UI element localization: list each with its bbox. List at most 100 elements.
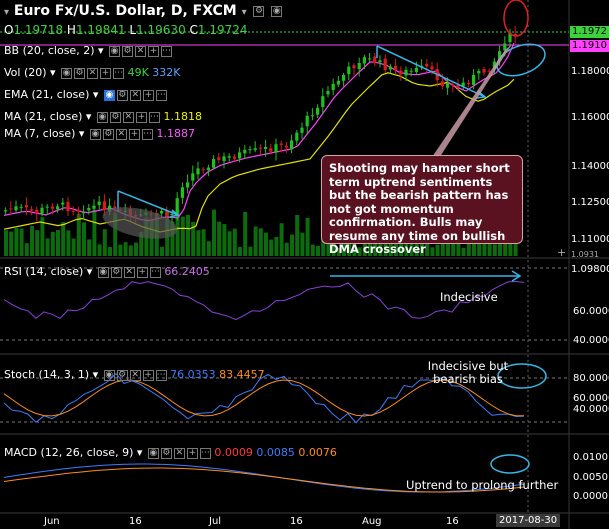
ohlc-high-value: 1.19841 <box>75 23 126 37</box>
eye-icon[interactable]: ◉ <box>147 447 159 459</box>
more-icon[interactable]: ⋯ <box>141 128 153 140</box>
candle-body <box>87 207 91 211</box>
add-icon[interactable]: + <box>136 266 148 278</box>
candle-body <box>388 66 392 70</box>
add-icon[interactable]: + <box>128 128 140 140</box>
candle-body <box>316 107 320 115</box>
more-icon[interactable]: ⋯ <box>149 266 161 278</box>
settings-icon[interactable]: ⚙ <box>116 369 128 381</box>
close-icon[interactable]: ✕ <box>135 45 147 57</box>
stoch-d-value: 83.4457 <box>219 368 265 381</box>
eye-icon[interactable]: ◉ <box>89 128 101 140</box>
analysis-callout: Shooting may hamper short term uptrend s… <box>321 155 523 256</box>
more-icon[interactable]: ⋯ <box>148 111 160 123</box>
chevron-down-icon[interactable]: ▾ <box>50 66 56 79</box>
add-icon[interactable]: + <box>557 246 567 259</box>
macd-legend[interactable]: MACD (12, 26, close, 9) ▾ ◉ ⚙ ✕ + ⋯ 0.0009 0… <box>4 446 337 459</box>
candle-body <box>425 63 429 67</box>
settings-icon[interactable]: ⚙ <box>110 266 122 278</box>
volume-bar <box>279 223 284 256</box>
more-icon[interactable]: ⋯ <box>199 447 211 459</box>
add-icon[interactable]: + <box>142 89 154 101</box>
macd-axis-label: 0.0100 <box>573 452 608 463</box>
eye-icon[interactable]: ◉ <box>103 369 115 381</box>
add-icon[interactable]: + <box>135 111 147 123</box>
close-icon[interactable]: ✕ <box>122 111 134 123</box>
eye-icon[interactable]: ◉ <box>97 266 109 278</box>
oscillator-lines <box>3 280 525 493</box>
stoch-axis-label: 40.0000 <box>573 404 609 415</box>
more-icon[interactable]: ⋯ <box>155 89 167 101</box>
more-icon[interactable]: ⋯ <box>155 369 167 381</box>
chevron-down-icon[interactable]: ▾ <box>86 265 93 278</box>
close-icon[interactable]: ✕ <box>87 67 99 79</box>
candle-body <box>440 81 444 87</box>
candle-body <box>14 206 18 211</box>
chevron-down-icon[interactable]: ▾ <box>85 110 92 123</box>
indicator-row-volume[interactable]: Vol (20) ▾ ◉ ⚙ ✕ + ⋯ 49K 332K <box>4 66 181 79</box>
more-icon[interactable]: ⋯ <box>161 45 173 57</box>
settings-icon[interactable]: ⚙ <box>253 5 265 17</box>
volume-bar <box>76 213 81 256</box>
indicator-row-bb[interactable]: BB (20, close, 2) ▾ ◉ ⚙ ✕ + ⋯ <box>4 44 173 57</box>
candle-body <box>191 173 195 181</box>
eye-icon[interactable]: ◉ <box>96 111 108 123</box>
add-icon[interactable]: + <box>100 67 112 79</box>
stoch-highlight-ellipse <box>497 363 547 389</box>
eye-icon[interactable]: ◉ <box>109 45 121 57</box>
candle-body <box>399 70 403 75</box>
volume-bar <box>71 238 76 256</box>
macd-signal-value: 0.0076 <box>298 446 337 459</box>
indicator-row-ema[interactable]: EMA (21, close) ▾ ◉ ⚙ ✕ + ⋯ <box>4 88 167 101</box>
candle-body <box>295 132 299 141</box>
volume-bar <box>243 211 248 256</box>
settings-icon[interactable]: ⚙ <box>109 111 121 123</box>
settings-icon[interactable]: ⚙ <box>102 128 114 140</box>
candle-body <box>253 148 257 151</box>
close-icon[interactable]: ✕ <box>173 447 185 459</box>
indicator-row-ma7[interactable]: MA (7, close) ▾ ◉ ⚙ ✕ + ⋯ 1.1887 <box>4 127 195 140</box>
candle-body <box>508 32 512 42</box>
close-icon[interactable]: ✕ <box>123 266 135 278</box>
settings-icon[interactable]: ⚙ <box>160 447 172 459</box>
rsi-legend[interactable]: RSI (14, close) ▾ ◉ ⚙ ✕ + ⋯ 66.2405 <box>4 265 210 278</box>
volume-bar <box>305 217 310 256</box>
eye-icon[interactable]: ◉ <box>271 5 283 17</box>
eye-icon[interactable]: ◉ <box>61 67 73 79</box>
close-icon[interactable]: ✕ <box>115 128 127 140</box>
chevron-down-icon[interactable]: ▾ <box>92 88 99 101</box>
indicator-label: EMA (21, close) <box>4 88 90 101</box>
add-icon[interactable]: + <box>148 45 160 57</box>
settings-icon[interactable]: ⚙ <box>122 45 134 57</box>
volume-bar <box>212 209 216 256</box>
chevron-down-icon[interactable]: ▾ <box>98 44 104 57</box>
shooting-star-highlight <box>503 0 529 37</box>
candle-body <box>232 156 236 159</box>
candle-body <box>108 205 112 212</box>
close-icon[interactable]: ✕ <box>129 89 141 101</box>
chevron-down-icon[interactable]: ▾ <box>136 446 143 459</box>
ma21-line <box>3 72 515 233</box>
settings-icon[interactable]: ⚙ <box>74 67 86 79</box>
symbol-title[interactable]: ▾ Euro Fx/U.S. Dollar, D, FXCM ▾ ⚙ ◉ <box>4 3 283 19</box>
chevron-down-icon[interactable]: ▾ <box>92 368 99 381</box>
eye-icon[interactable]: ◉ <box>103 89 115 101</box>
candle-body <box>160 210 164 214</box>
close-icon[interactable]: ✕ <box>129 369 141 381</box>
candle-body <box>76 210 80 212</box>
chevron-down-icon[interactable]: ▾ <box>78 127 85 140</box>
settings-icon[interactable]: ⚙ <box>116 89 128 101</box>
add-icon[interactable]: + <box>142 369 154 381</box>
add-icon[interactable]: + <box>186 447 198 459</box>
indicator-label: Vol (20) <box>4 66 47 79</box>
stoch-annotation: Indecisive but bearish bias <box>427 359 509 386</box>
candle-body <box>430 66 434 70</box>
candle-body <box>82 212 86 214</box>
indicator-row-ma21[interactable]: MA (21, close) ▾ ◉ ⚙ ✕ + ⋯ 1.1818 <box>4 110 202 123</box>
stoch-legend[interactable]: Stoch (14, 3, 1) ▾ ◉ ⚙ ✕ + ⋯ 76.0353 83.4457 <box>4 368 265 381</box>
more-icon[interactable]: ⋯ <box>113 67 125 79</box>
collapse-arrow-icon[interactable]: ▾ <box>4 7 10 18</box>
volume-bar <box>492 244 497 256</box>
chevron-down-icon[interactable]: ▾ <box>241 7 247 18</box>
volume-bar <box>50 231 55 256</box>
